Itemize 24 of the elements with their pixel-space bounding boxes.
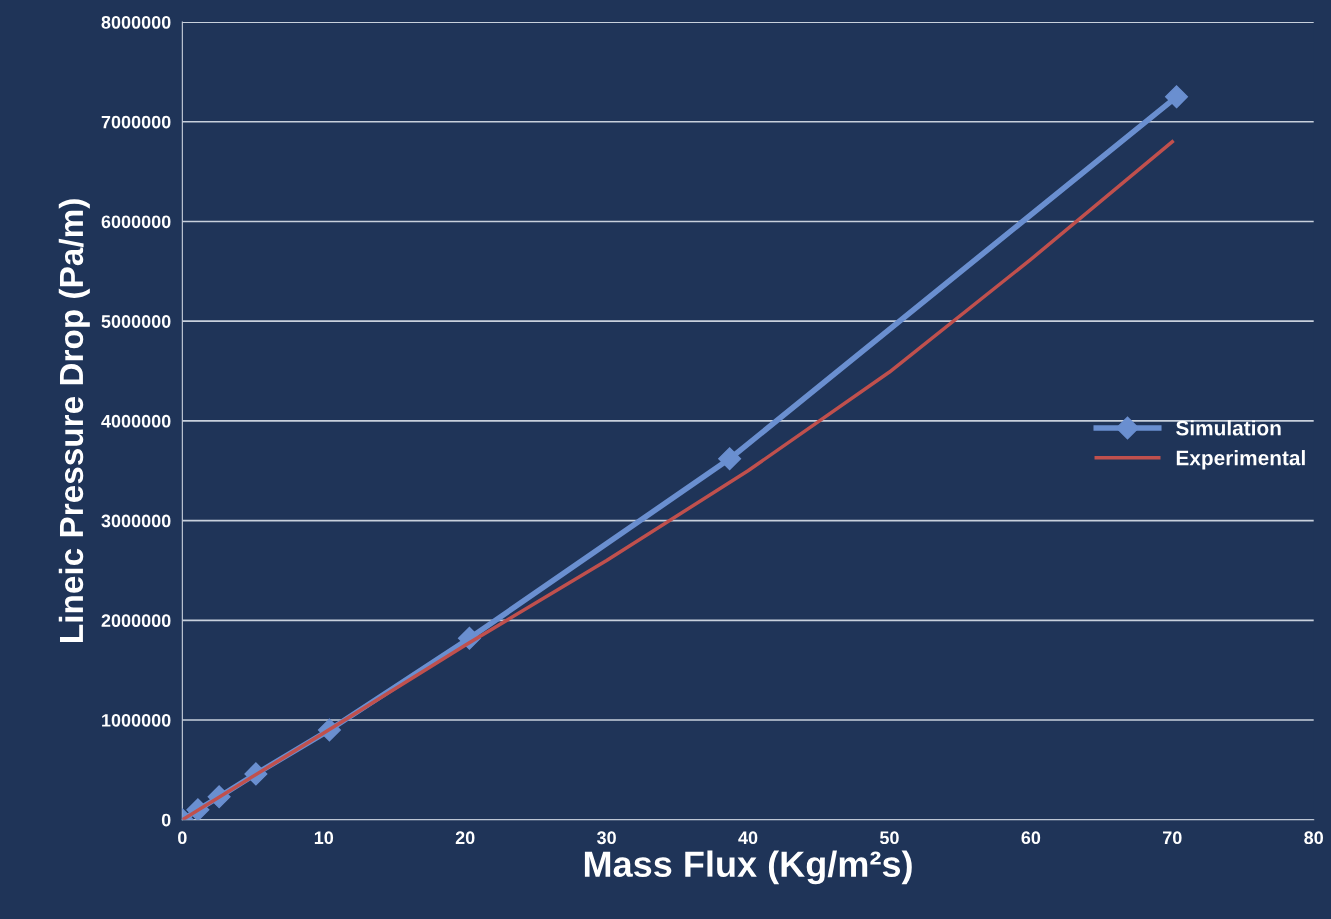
y-tick-label: 5000000 <box>101 315 171 328</box>
legend-label: Simulation <box>1176 420 1281 436</box>
y-tick-label: 0 <box>161 813 171 827</box>
x-axis-title: Mass Flux (Kg/m²s) <box>584 850 912 885</box>
y-tick-label: 7000000 <box>101 115 171 129</box>
x-tick-label: 30 <box>596 831 616 845</box>
point <box>1165 85 1189 109</box>
y-tick-label: 3000000 <box>101 514 171 528</box>
y-tick-label: 6000000 <box>101 215 171 229</box>
x-tick-label: 80 <box>1304 831 1323 845</box>
point <box>718 447 742 471</box>
y-tick-label: 8000000 <box>101 15 171 29</box>
y-tick-label: 2000000 <box>101 614 171 628</box>
x-tick-label: 20 <box>455 831 475 845</box>
x-tick-label: 60 <box>1021 831 1041 845</box>
y-tick-label: 1000000 <box>102 713 171 727</box>
x-tick-label: 50 <box>879 831 899 845</box>
legend-label: Experimental <box>1176 450 1305 470</box>
x-tick-label: 10 <box>314 831 334 845</box>
y-axis-title: Lineic Pressure Drop (Pa/m) <box>58 199 90 642</box>
x-tick-label: 0 <box>178 831 187 845</box>
x-tick-label: 40 <box>738 831 758 845</box>
y-tick-label: 4000000 <box>101 414 171 428</box>
x-tick-label: 70 <box>1163 831 1182 845</box>
